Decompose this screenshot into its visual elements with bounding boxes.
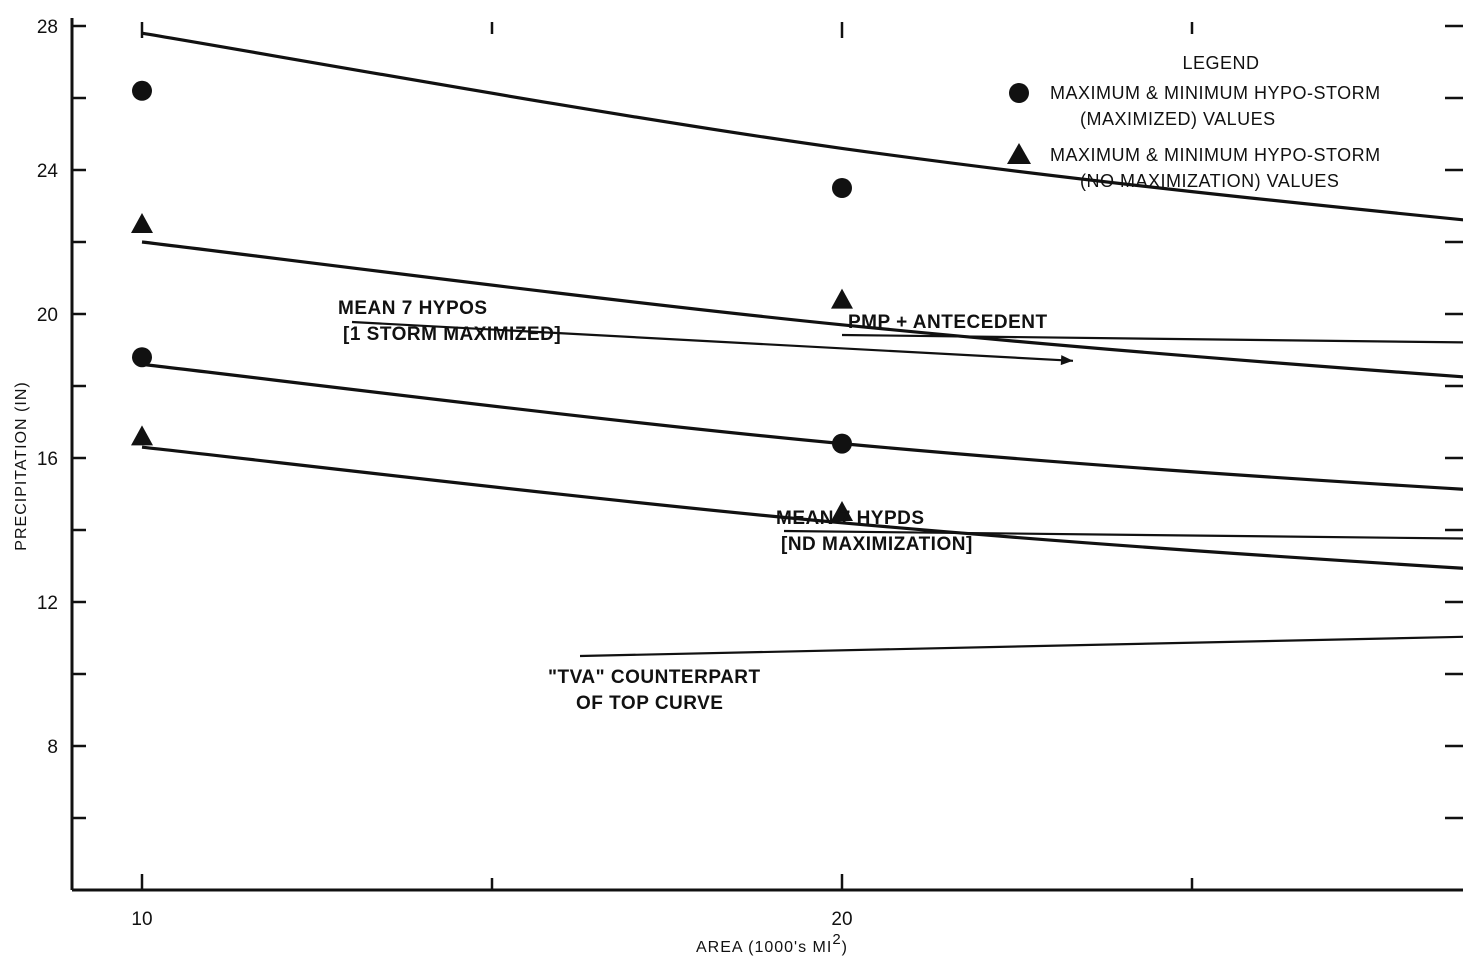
no-maximization-point	[131, 213, 153, 233]
annotation-arrow	[579, 635, 1463, 658]
maximized-point	[132, 80, 152, 101]
y-tick-label: 20	[37, 305, 58, 326]
annotation-label: [ND MAXIMIZATION]	[781, 534, 973, 555]
maximized-point	[832, 433, 852, 454]
maximized-point	[832, 178, 852, 198]
legend-entry-text: (NO MAXIMIZATION) VALUES	[1080, 171, 1339, 191]
axes: 10203040506070809010081216202428AREA (10…	[13, 17, 1463, 956]
annotation-label: "TVA" COUNTERPART	[548, 667, 761, 688]
legend-entry-text: (MAXIMIZED) VALUES	[1080, 109, 1276, 129]
annotation-arrowhead	[1060, 355, 1073, 366]
legend-circle-marker	[1009, 83, 1029, 103]
curves	[141, 31, 1463, 570]
y-tick-label: 8	[47, 737, 58, 758]
no-maximization-point	[131, 425, 153, 446]
x-axis-title: AREA (1000's MI2)	[696, 931, 848, 956]
series-curve-3	[141, 362, 1463, 491]
y-tick-label: 28	[37, 17, 58, 38]
x-tick-label: 10	[131, 909, 152, 930]
annotation-label: MEAN 7 HYPDS	[776, 508, 925, 529]
legend-entry-text: MAXIMUM & MINIMUM HYPO-STORM	[1050, 83, 1381, 103]
series-curve-1	[141, 31, 1463, 222]
x-tick-label: 20	[831, 909, 852, 930]
legend-entry-text: MAXIMUM & MINIMUM HYPO-STORM	[1050, 145, 1381, 165]
annotation-arrow	[841, 333, 1463, 344]
y-tick-label: 16	[37, 449, 58, 470]
x-axis-title-text: AREA (1000's MI	[696, 939, 832, 956]
annotation-label: OF TOP CURVE	[576, 693, 723, 714]
annotation-arrow	[783, 529, 1463, 540]
x-axis-title-close: )	[842, 939, 848, 956]
y-tick-label: 24	[37, 161, 59, 182]
legend: LEGEND MAXIMUM & MINIMUM HYPO-STORM (MAXIM…	[1007, 53, 1381, 191]
y-tick-label: 12	[37, 593, 58, 614]
no-maximization-point	[831, 501, 853, 521]
maximized-point	[132, 347, 152, 368]
markers	[131, 80, 853, 521]
legend-title: LEGEND	[1182, 53, 1259, 73]
annotation-label: MEAN 7 HYPOS	[338, 298, 488, 319]
no-maximization-point	[831, 288, 853, 309]
annotation-label: PMP + ANTECEDENT	[848, 312, 1048, 333]
series-curve-2	[141, 240, 1463, 379]
legend-triangle-marker	[1007, 143, 1031, 164]
series-curve-4	[141, 445, 1463, 570]
y-axis-title: PRECIPITATION (IN)	[13, 381, 30, 550]
x-axis-title-superscript: 2	[832, 931, 841, 948]
annotation-arrow	[351, 320, 1074, 362]
